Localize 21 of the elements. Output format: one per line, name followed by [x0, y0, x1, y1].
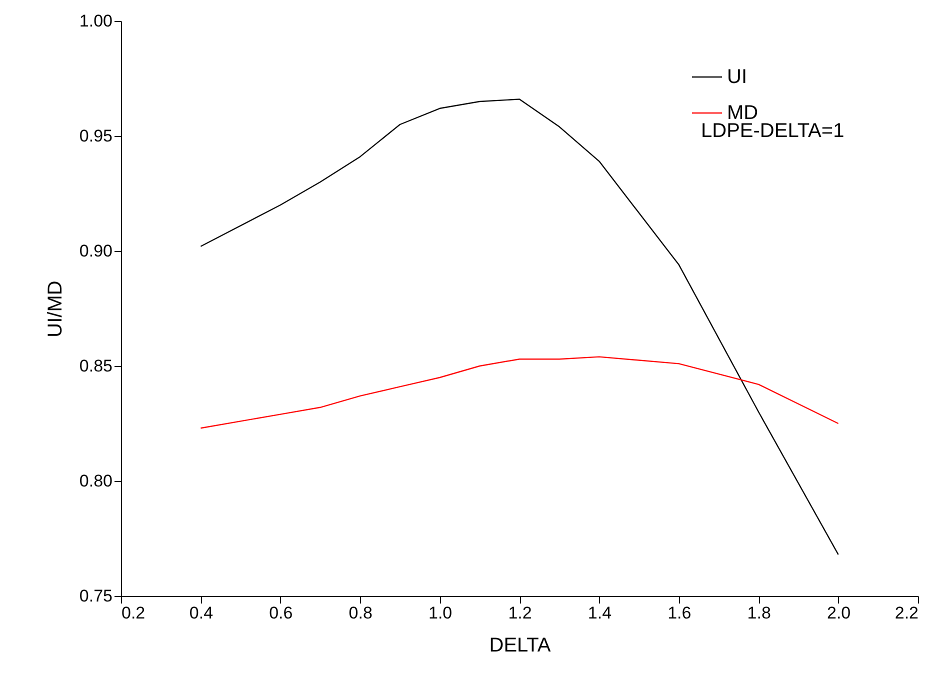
x-tick-label: 0.2 [122, 604, 146, 622]
x-tick-label: 1.8 [747, 604, 771, 622]
y-axis-title: UI/MD [44, 280, 66, 338]
x-tick-label: 1.6 [668, 604, 692, 622]
x-axis-title: DELTA [489, 634, 552, 656]
x-tick-label: 1.2 [508, 604, 532, 622]
y-tick-label: 0.95 [79, 126, 112, 146]
line-series [200, 356, 839, 429]
legend-label: UI [727, 66, 747, 88]
y-tick-label: 0.75 [79, 586, 112, 606]
x-tick-label: 1.4 [588, 604, 612, 622]
x-tick-label: 0.4 [189, 604, 214, 622]
y-tick-label: 0.85 [79, 356, 112, 376]
x-tick-label: 1.0 [428, 604, 452, 622]
y-tick-label: 0.80 [79, 472, 112, 490]
x-tick-label: 0.6 [269, 604, 293, 622]
x-tick-label: 2.2 [894, 604, 918, 622]
x-tick-label: 0.8 [348, 604, 372, 622]
y-tick-label: 0.90 [79, 242, 112, 260]
x-tick-label: 2.0 [826, 604, 851, 622]
y-tick-label: 1.00 [79, 12, 112, 30]
